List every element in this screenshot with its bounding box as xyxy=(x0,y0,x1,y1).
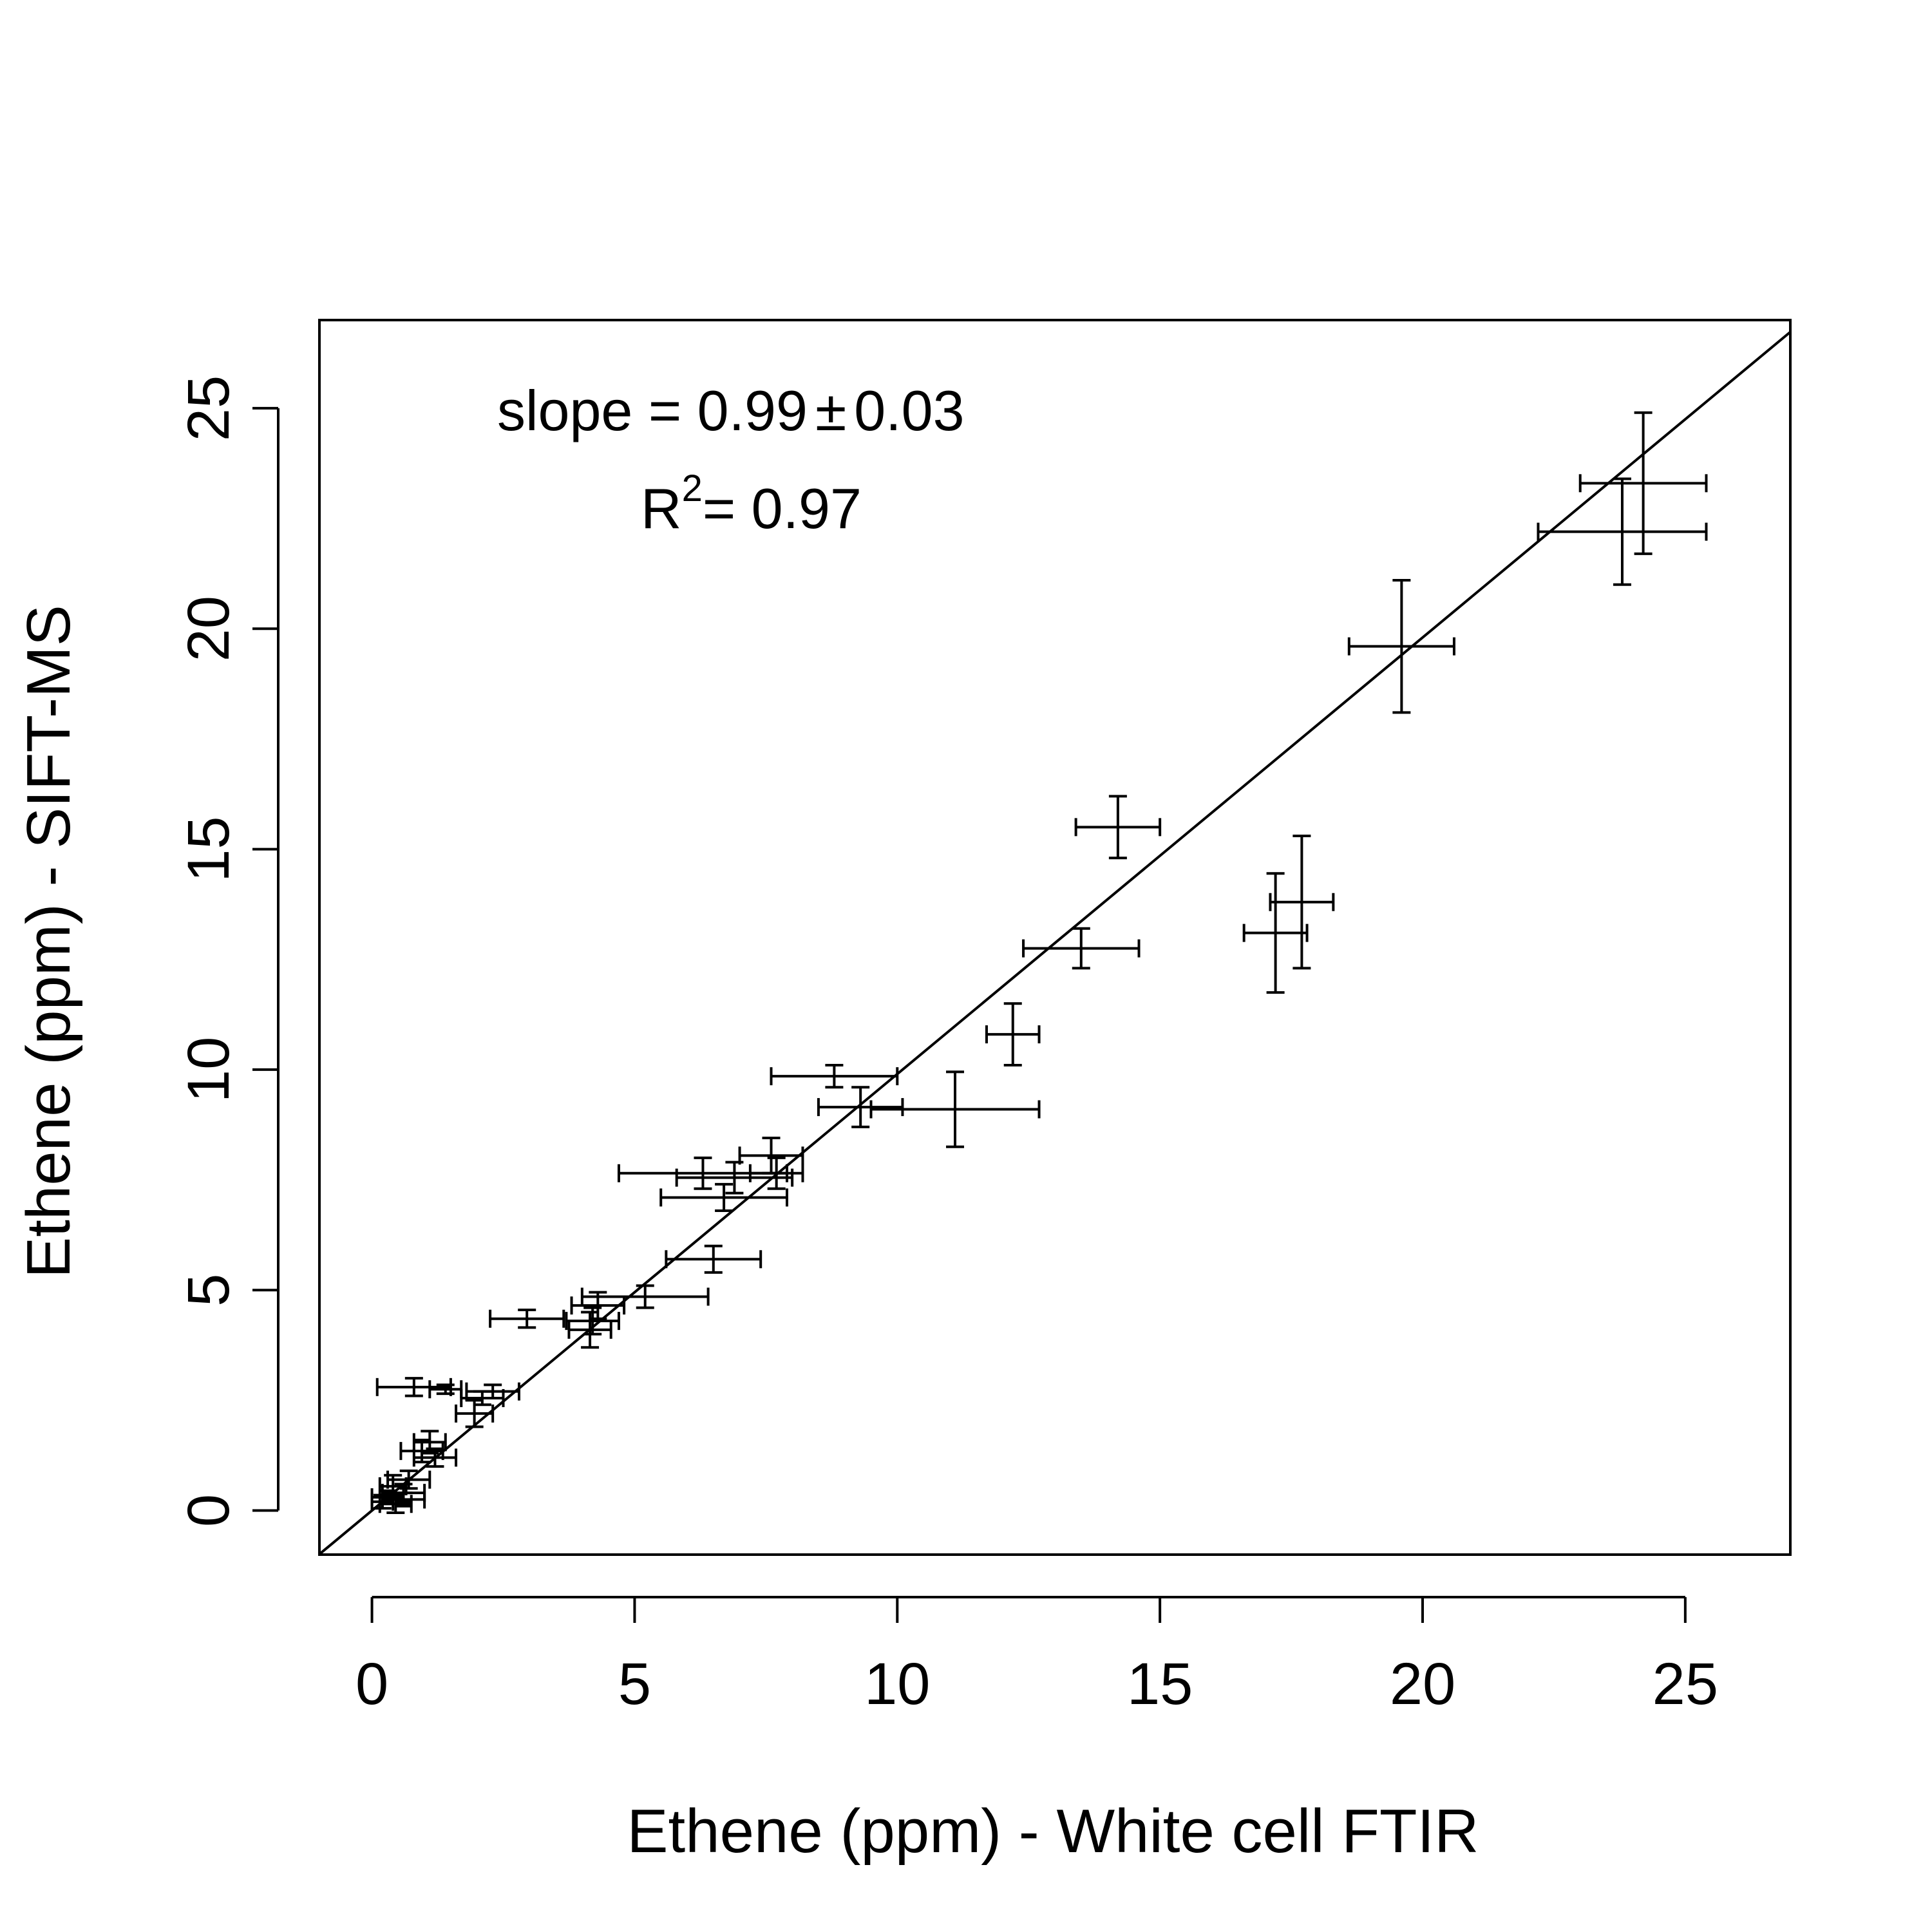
data-point xyxy=(985,1002,1041,1067)
plus-minus-symbol: ± xyxy=(815,379,846,442)
x-axis: 0 5 10 15 20 25 xyxy=(355,1596,1718,1717)
data-point xyxy=(817,1086,904,1128)
y-tick-label: 0 xyxy=(176,1494,242,1527)
y-tick-label: 25 xyxy=(176,375,242,441)
x-tick-label: 15 xyxy=(1127,1651,1193,1717)
data-point xyxy=(1242,872,1309,994)
data-point xyxy=(665,1244,762,1274)
r-squared-annotation: R2= 0.97 xyxy=(641,468,862,540)
y-tick-label: 10 xyxy=(176,1037,242,1103)
y-axis-label: Ethene (ppm) - SIFT-MS xyxy=(14,605,83,1278)
data-point xyxy=(1578,411,1708,555)
data-point xyxy=(1537,477,1708,586)
fit-line xyxy=(318,330,1792,1555)
slope-error: 0.03 xyxy=(854,379,964,442)
data-point xyxy=(1022,927,1141,970)
y-tick-label: 15 xyxy=(176,816,242,882)
data-point xyxy=(489,1309,565,1329)
x-tick-label: 0 xyxy=(355,1651,388,1717)
x-tick-label: 10 xyxy=(864,1651,930,1717)
data-point xyxy=(378,1493,413,1514)
r-squared-label: R xyxy=(641,477,682,540)
data-point xyxy=(580,1284,710,1309)
slope-annotation: slope = 0.99 ±0.03 xyxy=(497,379,965,442)
x-tick-label: 25 xyxy=(1653,1651,1718,1717)
data-point xyxy=(460,1388,505,1407)
slope-text: slope = 0.99 xyxy=(497,379,808,442)
plot-area xyxy=(370,411,1708,1514)
y-tick-label: 5 xyxy=(176,1274,242,1307)
data-point xyxy=(428,1380,463,1399)
data-point xyxy=(770,1064,899,1089)
data-point xyxy=(1074,795,1162,860)
data-point xyxy=(1269,835,1335,970)
r-squared-superscript: 2 xyxy=(682,468,703,509)
plot-frame xyxy=(318,319,1792,1556)
y-axis: 0 5 10 15 20 25 xyxy=(176,375,279,1527)
data-point xyxy=(1347,578,1455,714)
y-tick-label: 20 xyxy=(176,596,242,661)
data-point xyxy=(570,1291,626,1320)
r-squared-value: = 0.97 xyxy=(703,477,862,540)
x-axis-label: Ethene (ppm) - White cell FTIR xyxy=(627,1797,1479,1866)
x-tick-label: 20 xyxy=(1390,1651,1455,1717)
x-tick-label: 5 xyxy=(618,1651,651,1717)
data-point xyxy=(869,1070,1041,1148)
data-point xyxy=(659,1182,788,1212)
data-point xyxy=(617,1156,788,1190)
